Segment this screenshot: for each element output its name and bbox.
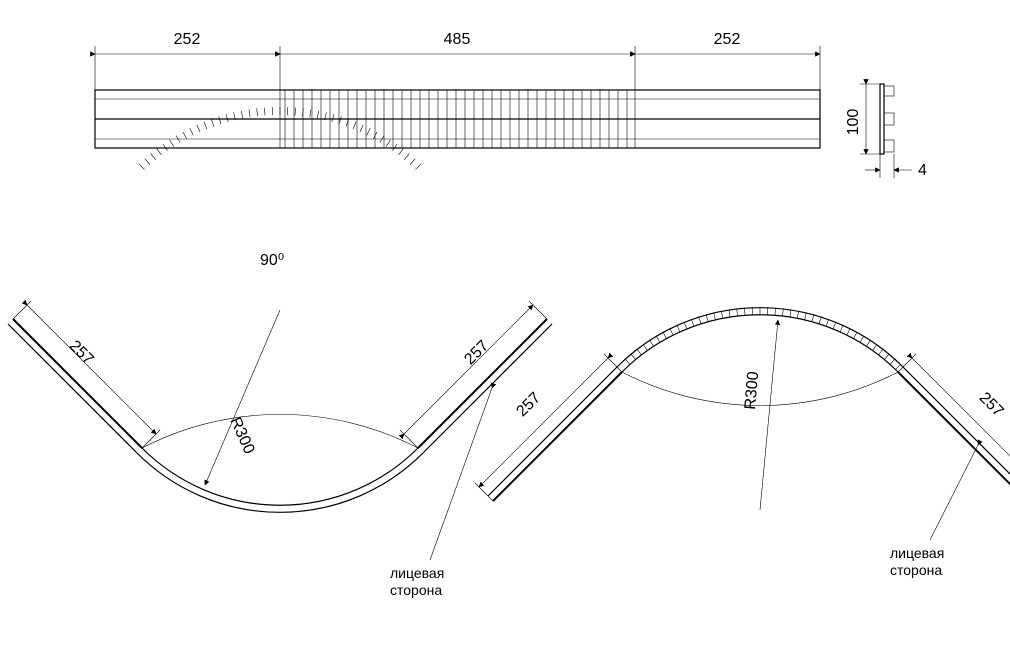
dim-left-label: 252: [174, 31, 201, 48]
radius-label-right: R300: [742, 371, 762, 411]
radius-label-left: R300: [226, 415, 257, 457]
wing-left-label: 257: [66, 337, 97, 368]
face-label-left-1: лицевая: [390, 565, 444, 581]
angle-label: 90⁰: [260, 252, 284, 269]
dim-top: 252 485 252: [95, 31, 820, 90]
face-label-right-2: сторона: [890, 562, 942, 578]
wing-left-label-2: 257: [513, 389, 544, 420]
face-label-left-2: сторона: [390, 582, 442, 598]
end-depth-label: 4: [918, 162, 927, 179]
wing-right-label: 257: [461, 337, 492, 368]
bent-convex-view: 257 257 R300 лицевая сторона: [475, 307, 1010, 578]
face-label-right-1: лицевая: [890, 545, 944, 561]
wing-right-label-2: 257: [976, 389, 1007, 420]
end-height-label: 100: [845, 109, 862, 136]
flat-strip: [95, 90, 820, 148]
end-profile: 100 4: [845, 84, 927, 179]
dim-mid-label: 485: [444, 31, 471, 48]
top-flat-view: 252 485 252 100 4: [95, 31, 927, 179]
dim-right-label: 252: [714, 31, 741, 48]
bent-concave-view: 90⁰ 257 257 R300 лицевая сторона: [8, 107, 552, 598]
